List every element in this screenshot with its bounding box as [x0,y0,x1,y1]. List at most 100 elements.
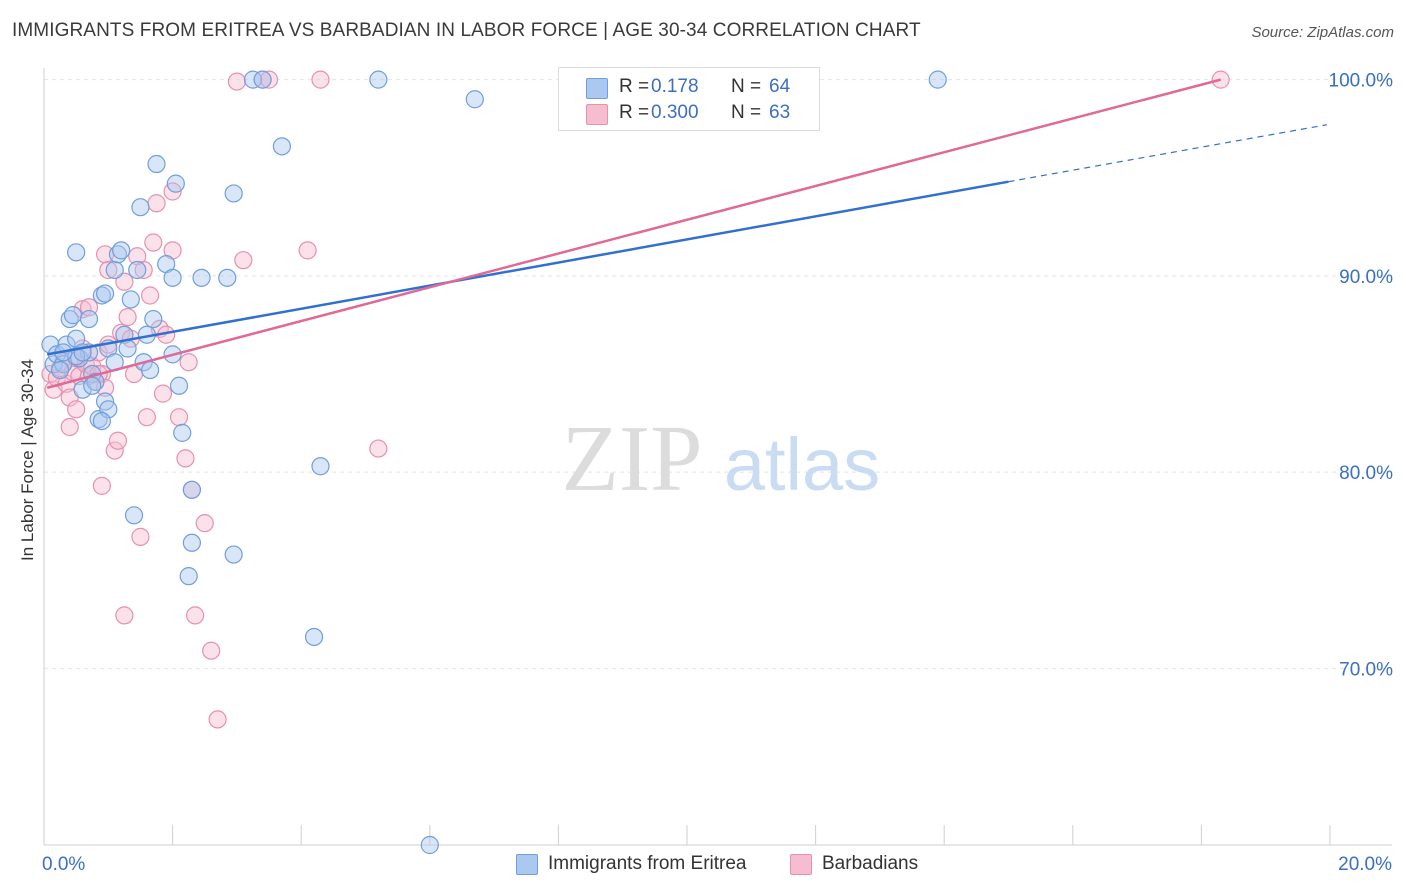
point-eritrea [311,457,330,476]
point-eritrea [224,545,243,564]
point-eritrea [928,70,947,89]
chart-title: IMMIGRANTS FROM ERITREA VS BARBADIAN IN … [12,20,921,41]
point-barbadians [115,272,134,291]
point-eritrea [224,184,243,203]
legend-label-eritrea: Immigrants from Eritrea [548,853,747,874]
point-barbadians [153,384,173,403]
point-barbadians [186,606,205,625]
point-eritrea [218,268,237,287]
point-barbadians [169,408,189,427]
point-eritrea [140,360,160,380]
point-eritrea [182,533,201,552]
x-tick-label: 0.0% [42,854,85,875]
point-barbadians [179,353,198,372]
x-tick-label: 20.0% [1338,854,1392,875]
point-eritrea [124,506,144,525]
y-tick-label: 90.0% [1339,267,1393,288]
point-barbadians [208,710,227,729]
legend-r-label: R = [619,102,650,123]
legend-n-value: 63 [769,102,791,123]
legend-r-value: 0.300 [651,102,699,123]
point-eritrea [243,70,263,89]
point-eritrea [253,70,272,89]
source-label: Source: ZipAtlas.com [1251,24,1394,41]
legend-swatch-barbadians [586,104,608,125]
legend-row-eritrea: R = 0.178 N = 64 [559,74,819,102]
axes [43,68,1392,846]
legend-swatch-eritrea [586,78,608,99]
point-barbadians [108,431,128,450]
point-barbadians [92,476,111,495]
point-eritrea [163,268,182,287]
point-eritrea [173,423,192,442]
point-barbadians [144,233,163,252]
point-barbadians [176,449,195,468]
y-tick-label: 80.0% [1339,463,1393,484]
legend-label-barbadians: Barbadians [822,853,919,874]
point-eritrea [89,410,108,429]
point-barbadians [99,260,118,280]
point-eritrea [147,154,166,174]
point-eritrea [118,339,137,358]
y-axis-label: In Labor Force | Age 30-34 [18,359,37,561]
point-eritrea [420,835,439,855]
watermark-atlas: atlas [724,423,880,506]
point-barbadians [311,70,330,89]
point-eritrea [369,70,388,89]
point-eritrea [169,376,189,395]
point-eritrea [121,290,140,309]
point-eritrea [144,309,163,329]
watermark-zip: ZIP [562,407,703,511]
legend-swatch-eritrea [516,854,538,875]
point-barbadians [134,260,153,280]
point-barbadians [115,606,134,625]
trend-line-eritrea [46,180,1009,356]
legend-n-label: N = [731,102,762,123]
legend-n-value: 64 [769,76,791,97]
legend-row-barbadians: R = 0.300 N = 63 [559,100,819,128]
point-eritrea [83,376,102,395]
point-eritrea [166,174,185,193]
point-barbadians [137,408,156,427]
y-tick-label: 100.0% [1329,71,1394,92]
point-eritrea [112,241,131,260]
point-barbadians [60,417,79,437]
point-eritrea [63,306,83,325]
legend-r-value: 0.178 [651,76,699,97]
legend-r-label: R = [619,76,650,97]
watermark: ZIP atlas [562,407,881,511]
point-eritrea [128,260,147,280]
point-eritrea [131,198,150,217]
point-eritrea [92,286,111,305]
point-eritrea [79,309,99,329]
point-barbadians [147,194,166,213]
point-eritrea [272,137,292,156]
point-barbadians [259,70,279,89]
point-eritrea [192,268,211,287]
legend-swatch-barbadians [790,854,812,875]
point-barbadians [105,441,124,460]
trend-line-barbadians [46,78,1222,389]
point-eritrea [105,260,124,280]
legend-n-label: N = [731,76,762,97]
point-barbadians [298,241,317,260]
grid-lines [44,79,1392,669]
point-eritrea [182,480,201,499]
point-barbadians [131,527,150,546]
point-barbadians [227,72,246,91]
point-barbadians [202,641,221,660]
point-eritrea [50,360,70,380]
trend-lines [46,78,1327,389]
point-eritrea [179,567,198,586]
point-eritrea [465,90,484,109]
point-barbadians [118,307,137,327]
point-eritrea [67,243,86,262]
point-eritrea [99,400,118,419]
point-barbadians [140,286,160,305]
tick-labels: 100.0% 90.0% 80.0% 70.0% 0.0% 20.0% [42,71,1393,875]
y-tick-label: 70.0% [1339,659,1393,680]
point-eritrea [304,627,324,647]
point-barbadians [73,300,92,319]
point-barbadians [234,251,253,270]
